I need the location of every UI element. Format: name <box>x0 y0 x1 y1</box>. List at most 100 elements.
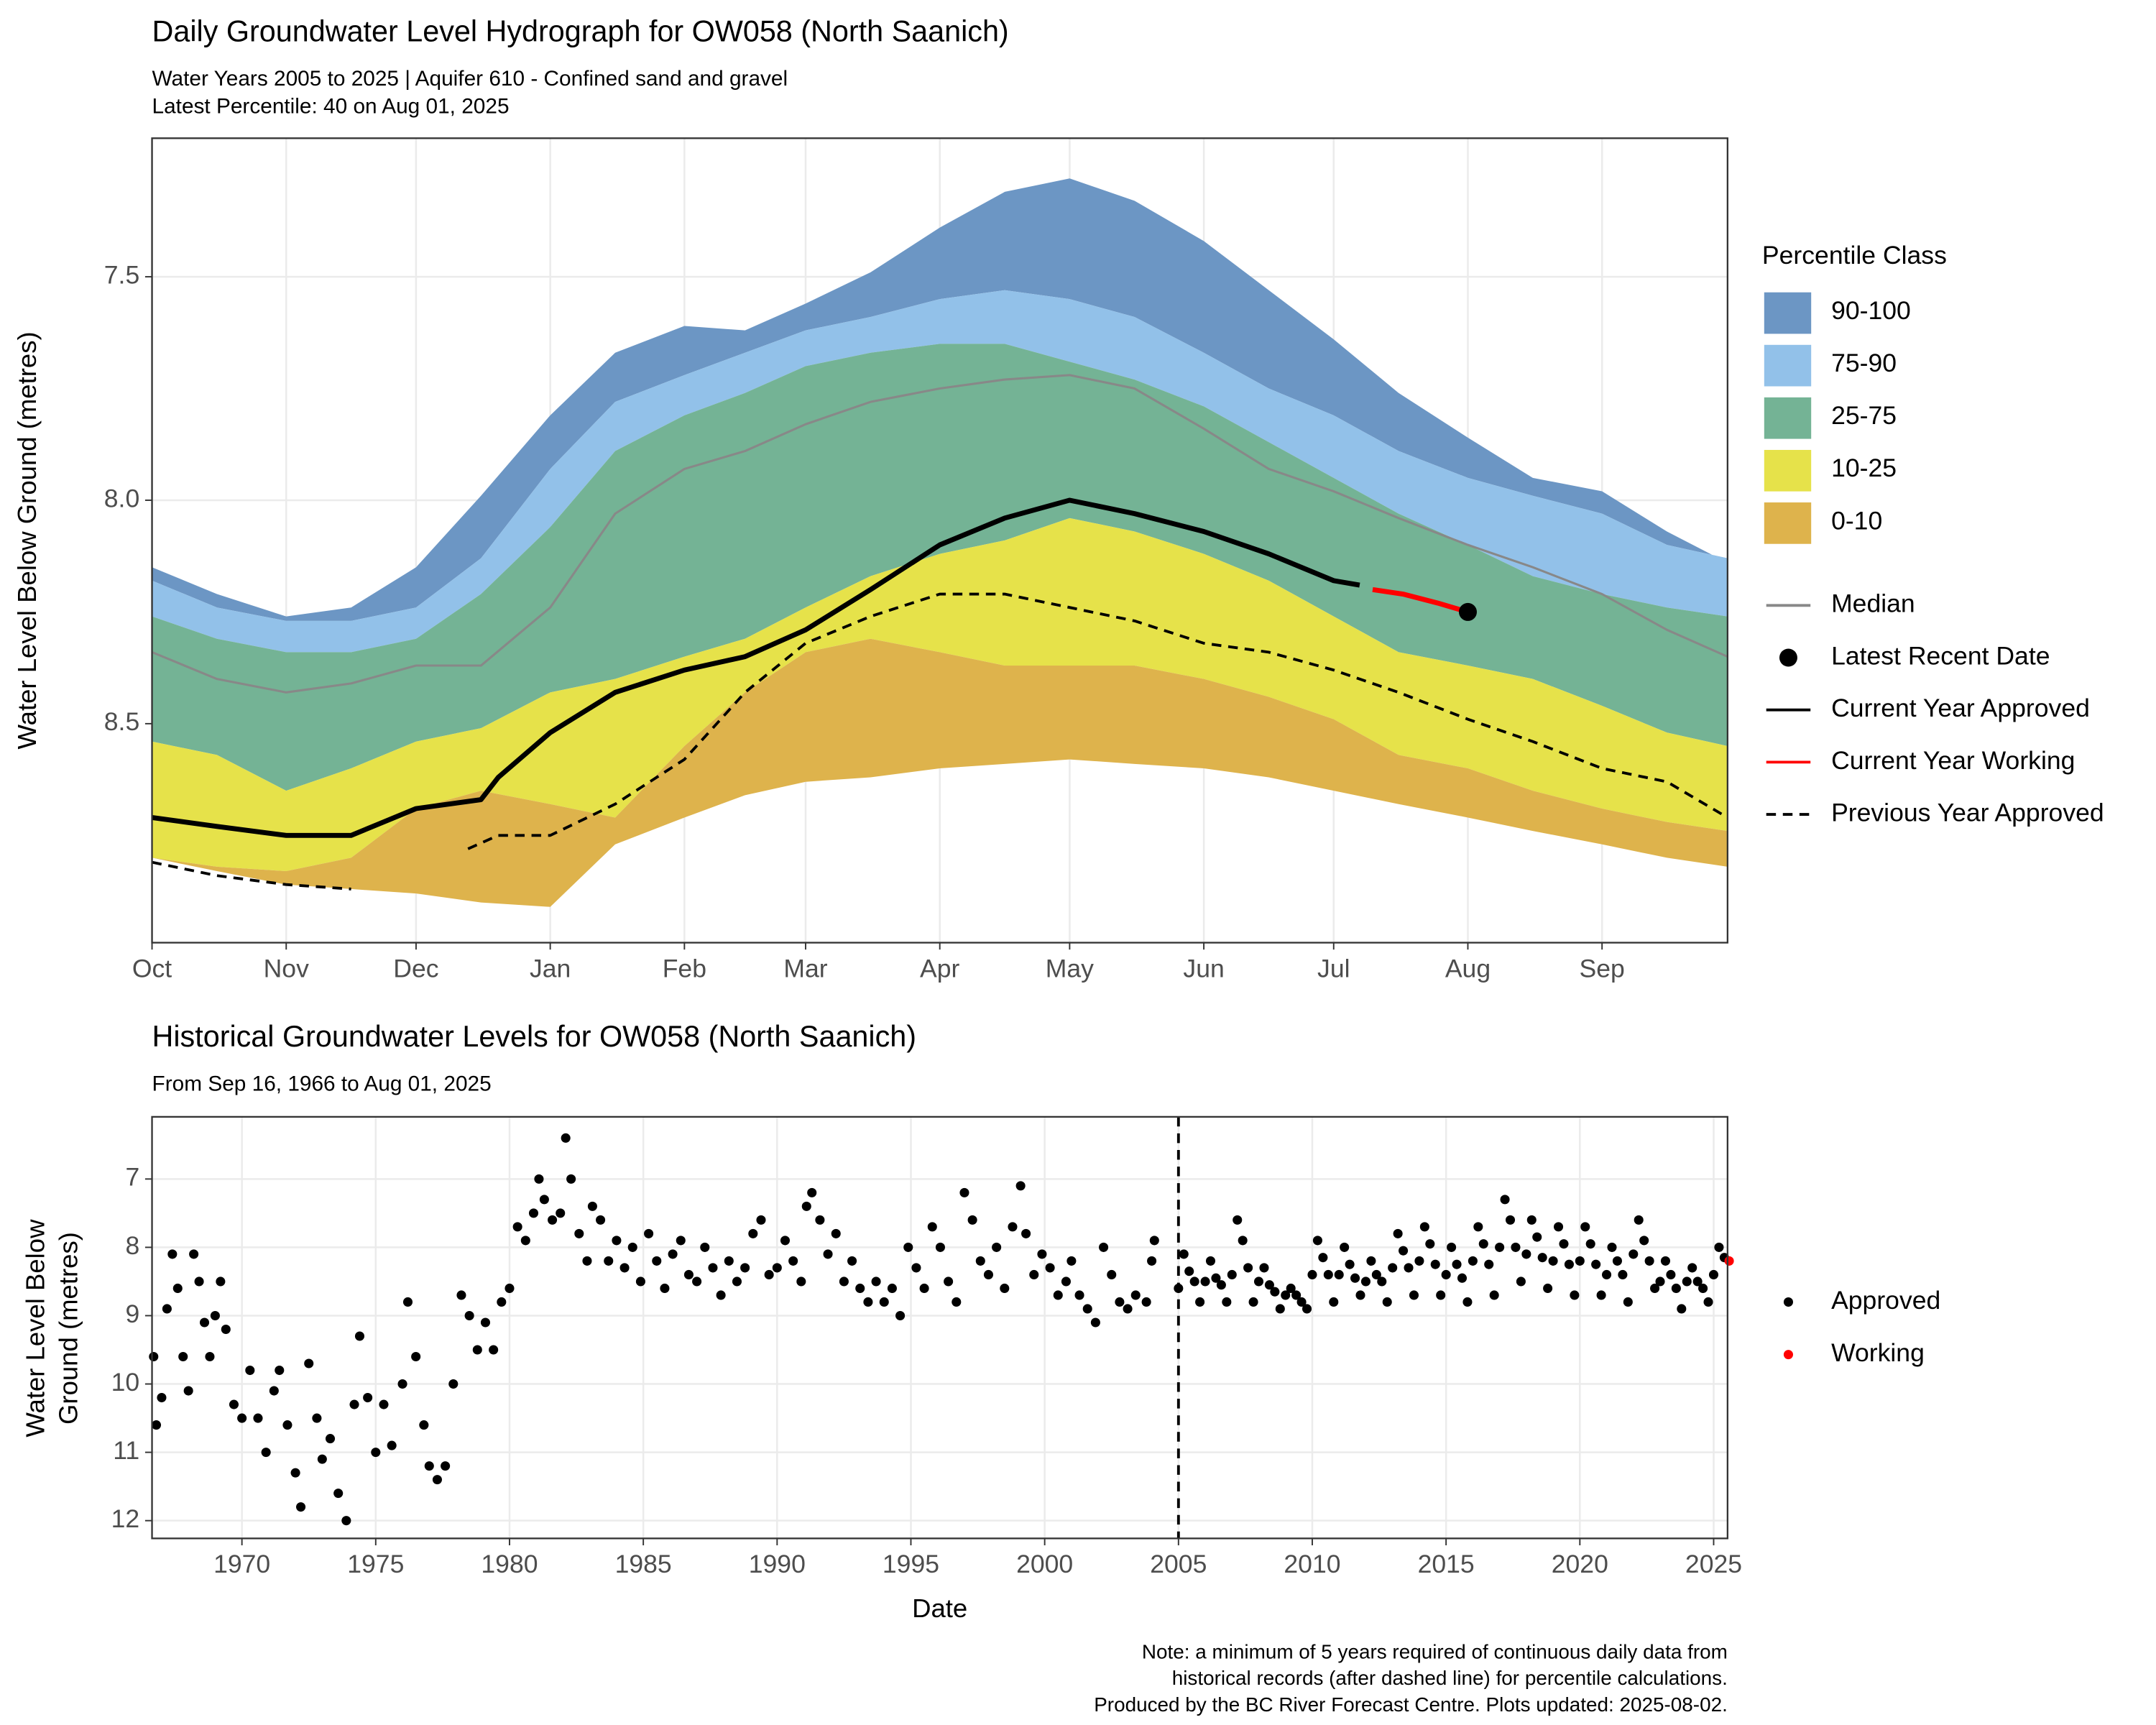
data-point <box>1015 1181 1026 1191</box>
data-point <box>151 1420 162 1430</box>
data-point <box>1628 1249 1639 1259</box>
data-point <box>480 1317 491 1328</box>
data-point <box>448 1379 459 1389</box>
x-tick-label: Jan <box>530 954 571 983</box>
data-point <box>472 1345 482 1355</box>
data-point <box>317 1454 327 1464</box>
chart-subtitle: From Sep 16, 1966 to Aug 01, 2025 <box>152 1072 492 1095</box>
data-point <box>1698 1283 1708 1293</box>
data-point <box>1484 1259 1494 1269</box>
data-point <box>1543 1283 1553 1293</box>
data-point <box>1264 1280 1274 1290</box>
data-point <box>456 1290 466 1300</box>
data-point <box>944 1276 954 1287</box>
y-tick-label: 12 <box>111 1504 140 1533</box>
plot-border <box>151 1116 1728 1540</box>
data-point <box>1281 1290 1291 1300</box>
data-point <box>1516 1276 1526 1287</box>
data-point <box>772 1263 782 1273</box>
y-tick-label: 8 <box>125 1231 139 1260</box>
data-point <box>183 1386 193 1396</box>
y-axis-title: Water Level Below Ground (metres) <box>12 331 42 749</box>
data-point <box>1618 1269 1628 1279</box>
y-tick-label: 7 <box>125 1163 139 1192</box>
data-point <box>464 1310 474 1321</box>
legend-label: 0-10 <box>1831 506 1882 535</box>
data-point <box>216 1276 226 1287</box>
y-tick-label: 11 <box>113 1436 139 1465</box>
data-point <box>1334 1269 1344 1279</box>
legend-label: Working <box>1831 1338 1925 1367</box>
data-point <box>1302 1304 1312 1314</box>
y-tick-label: 7.5 <box>104 260 139 289</box>
x-tick-label: 1995 <box>883 1550 939 1578</box>
data-point <box>1259 1263 1269 1273</box>
data-point <box>1724 1256 1734 1266</box>
legend-key <box>1762 501 1813 546</box>
data-point <box>919 1283 929 1293</box>
data-point <box>1430 1259 1440 1269</box>
data-point <box>1612 1256 1622 1266</box>
legend-key <box>1762 448 1813 493</box>
data-point <box>740 1263 750 1273</box>
data-point <box>1495 1242 1505 1252</box>
percentile-band <box>152 178 1728 621</box>
data-point <box>432 1475 442 1485</box>
data-point <box>1355 1290 1365 1300</box>
x-tick-label: Dec <box>393 954 438 983</box>
x-tick-label: 2015 <box>1418 1550 1475 1578</box>
data-point <box>1489 1290 1499 1300</box>
data-point <box>1452 1259 1462 1269</box>
x-tick-label: Jul <box>1317 954 1350 983</box>
percentile-band <box>152 344 1728 791</box>
data-point <box>1270 1287 1280 1297</box>
data-point <box>397 1379 407 1389</box>
data-point <box>1130 1290 1141 1300</box>
data-point <box>788 1256 798 1266</box>
data-point <box>221 1324 231 1335</box>
data-point <box>1414 1256 1424 1266</box>
legend-key <box>1783 1297 1793 1307</box>
data-point <box>1233 1215 1243 1225</box>
data-point <box>635 1276 645 1287</box>
data-point <box>1243 1263 1253 1273</box>
data-point <box>1045 1263 1055 1273</box>
plot-border <box>151 137 1728 944</box>
data-point <box>619 1263 630 1273</box>
data-point <box>1478 1239 1488 1249</box>
data-point <box>983 1269 993 1279</box>
data-point <box>764 1269 774 1279</box>
data-point <box>1350 1273 1360 1283</box>
data-point <box>1532 1232 1542 1242</box>
percentile-band <box>152 638 1728 907</box>
data-point <box>801 1201 811 1211</box>
data-point <box>1399 1246 1409 1256</box>
data-point <box>1553 1222 1564 1232</box>
data-point <box>269 1386 279 1396</box>
data-point <box>1082 1304 1092 1314</box>
data-point <box>1666 1269 1676 1279</box>
data-point <box>692 1276 702 1287</box>
data-point <box>1500 1195 1510 1205</box>
line <box>1372 586 1469 615</box>
x-tick-label: Nov <box>264 954 309 983</box>
data-point <box>596 1215 606 1225</box>
data-point <box>887 1283 897 1293</box>
data-point <box>587 1201 597 1211</box>
y-tick-label: 9 <box>125 1300 139 1328</box>
data-point <box>172 1283 183 1293</box>
data-point <box>379 1399 389 1409</box>
data-point <box>1404 1263 1414 1273</box>
data-point <box>1307 1269 1317 1279</box>
data-point <box>1634 1215 1644 1225</box>
data-point <box>871 1276 881 1287</box>
data-point <box>489 1345 499 1355</box>
data-point <box>959 1187 969 1197</box>
data-point <box>780 1236 791 1246</box>
x-tick-label: 2000 <box>1016 1550 1073 1578</box>
data-point <box>1526 1215 1537 1225</box>
y-tick-label: 10 <box>111 1368 140 1397</box>
data-point <box>371 1448 381 1458</box>
data-point <box>210 1310 220 1321</box>
x-axis-title: Date <box>912 1593 967 1623</box>
